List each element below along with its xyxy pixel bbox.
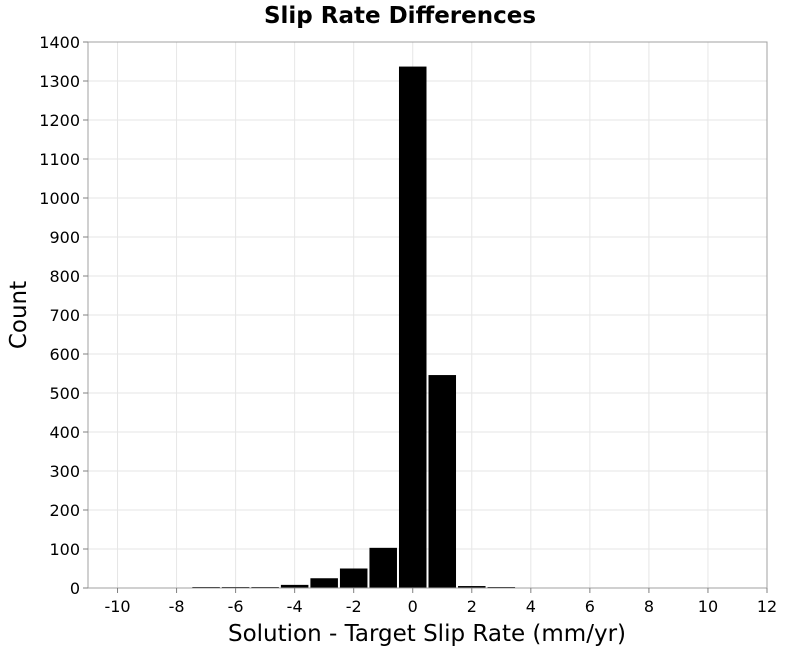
bars: [192, 66, 516, 588]
y-tick-label: 1100: [39, 150, 80, 169]
y-tick-label: 0: [70, 579, 80, 598]
y-axis-label: Count: [6, 281, 32, 349]
y-tick-label: 1000: [39, 189, 80, 208]
chart-title: Slip Rate Differences: [264, 3, 536, 29]
y-tick-label: 900: [49, 228, 80, 247]
x-tick-label: -8: [169, 597, 185, 616]
histogram-bar: [339, 568, 368, 588]
histogram-bar: [310, 578, 338, 588]
y-tick-label: 500: [49, 384, 80, 403]
x-tick-label: 6: [585, 597, 595, 616]
x-tick-label: 10: [698, 597, 718, 616]
x-tick-label: 0: [408, 597, 418, 616]
y-tick-label: 300: [49, 462, 80, 481]
x-axis-label: Solution - Target Slip Rate (mm/yr): [228, 621, 626, 647]
y-tick-label: 1300: [39, 72, 80, 91]
x-axis-ticks: -10 -8 -6 -4 -2 0 2 4 6 8 10 12: [104, 588, 777, 616]
x-tick-label: -4: [287, 597, 303, 616]
y-tick-label: 700: [49, 306, 80, 325]
histogram-bar: [280, 584, 309, 588]
x-tick-label: 4: [526, 597, 536, 616]
x-tick-label: 12: [757, 597, 777, 616]
y-tick-label: 400: [49, 423, 80, 442]
histogram-bar: [428, 375, 457, 588]
y-tick-label: 600: [49, 345, 80, 364]
x-tick-label: -6: [228, 597, 244, 616]
histogram-bar: [398, 66, 427, 588]
x-tick-label: -10: [104, 597, 130, 616]
y-tick-label: 800: [49, 267, 80, 286]
histogram-bar: [369, 547, 397, 588]
y-axis-ticks: 0 100 200 300 400 500 600 700 800 900 1000 1100 1200…: [39, 33, 88, 598]
x-tick-label: 8: [644, 597, 654, 616]
y-tick-label: 200: [49, 501, 80, 520]
x-tick-label: 2: [467, 597, 477, 616]
histogram-bar: [458, 586, 486, 588]
x-tick-label: -2: [346, 597, 362, 616]
y-tick-label: 1200: [39, 111, 80, 130]
gridlines: [88, 41, 768, 589]
y-tick-label: 100: [49, 540, 80, 559]
y-tick-label: 1400: [39, 33, 80, 52]
